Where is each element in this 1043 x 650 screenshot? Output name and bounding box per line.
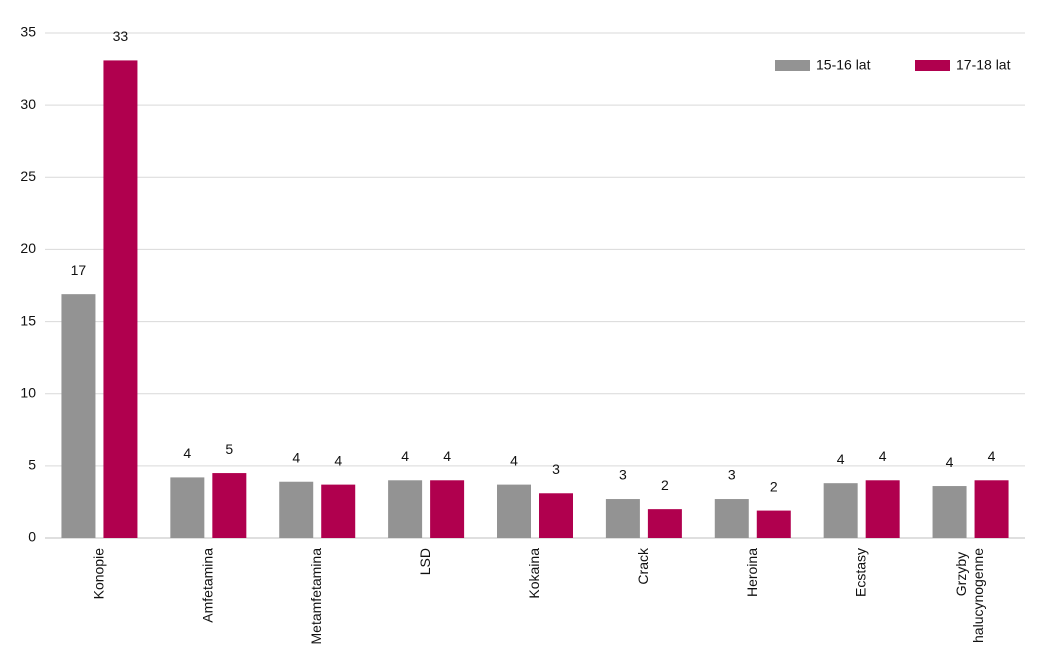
x-tick-label: Konopie	[90, 548, 106, 600]
bar	[539, 493, 573, 538]
value-label: 4	[988, 448, 996, 464]
value-label: 4	[401, 448, 409, 464]
y-tick-label: 30	[20, 96, 36, 112]
value-label: 33	[113, 28, 129, 44]
value-label: 5	[225, 441, 233, 457]
bar	[212, 473, 247, 538]
bar	[823, 483, 858, 538]
x-tick-label: Ecstasy	[852, 548, 868, 597]
x-tick-label: Kokaina	[526, 548, 542, 599]
value-label: 2	[770, 478, 778, 494]
y-tick-label: 15	[20, 312, 36, 328]
bar	[865, 480, 900, 538]
value-label: 4	[334, 452, 342, 468]
bar	[170, 477, 205, 538]
value-label: 3	[619, 467, 627, 483]
bar	[756, 510, 791, 538]
legend-label: 15-16 lat	[816, 57, 871, 73]
value-label: 4	[510, 452, 518, 468]
x-tick-label: Amfetamina	[199, 548, 215, 623]
x-tick-label: Crack	[635, 547, 651, 585]
value-label: 2	[661, 477, 669, 493]
bar	[605, 499, 640, 538]
value-label: 3	[552, 461, 560, 477]
bar	[388, 480, 423, 538]
legend-swatch	[915, 60, 950, 71]
bar	[974, 480, 1009, 538]
y-tick-label: 10	[20, 384, 36, 400]
bar	[497, 484, 531, 538]
y-tick-label: 25	[20, 168, 36, 184]
y-tick-label: 20	[20, 240, 36, 256]
bar	[321, 484, 356, 538]
value-label: 4	[443, 448, 451, 464]
bar	[714, 499, 749, 538]
x-tick-label: Metamfetamina	[308, 548, 324, 645]
bar	[647, 509, 682, 538]
bar	[430, 480, 465, 538]
value-label: 17	[71, 262, 87, 278]
y-tick-label: 0	[28, 529, 36, 545]
bar	[61, 294, 96, 538]
value-label: 4	[837, 451, 845, 467]
y-tick-label: 5	[28, 457, 36, 473]
x-tick-label: Grzyby halucynogenne	[953, 548, 986, 643]
bar	[103, 60, 138, 539]
bar	[932, 486, 967, 538]
legend-label: 17-18 lat	[956, 57, 1011, 73]
y-tick-label: 35	[20, 24, 36, 40]
value-label: 3	[728, 467, 736, 483]
value-label: 4	[879, 448, 887, 464]
legend-swatch	[775, 60, 810, 71]
bar	[279, 481, 314, 538]
value-label: 4	[183, 445, 191, 461]
value-label: 4	[292, 449, 300, 465]
x-tick-label: LSD	[417, 548, 433, 575]
value-label: 4	[946, 454, 954, 470]
x-tick-label: Heroina	[743, 548, 759, 597]
